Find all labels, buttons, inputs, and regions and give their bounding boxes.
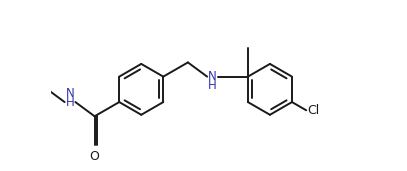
Text: Cl: Cl bbox=[308, 104, 320, 117]
Text: H: H bbox=[66, 96, 74, 109]
Text: N: N bbox=[208, 70, 217, 83]
Text: H: H bbox=[208, 78, 217, 91]
Text: O: O bbox=[90, 150, 100, 163]
Text: N: N bbox=[66, 87, 74, 100]
